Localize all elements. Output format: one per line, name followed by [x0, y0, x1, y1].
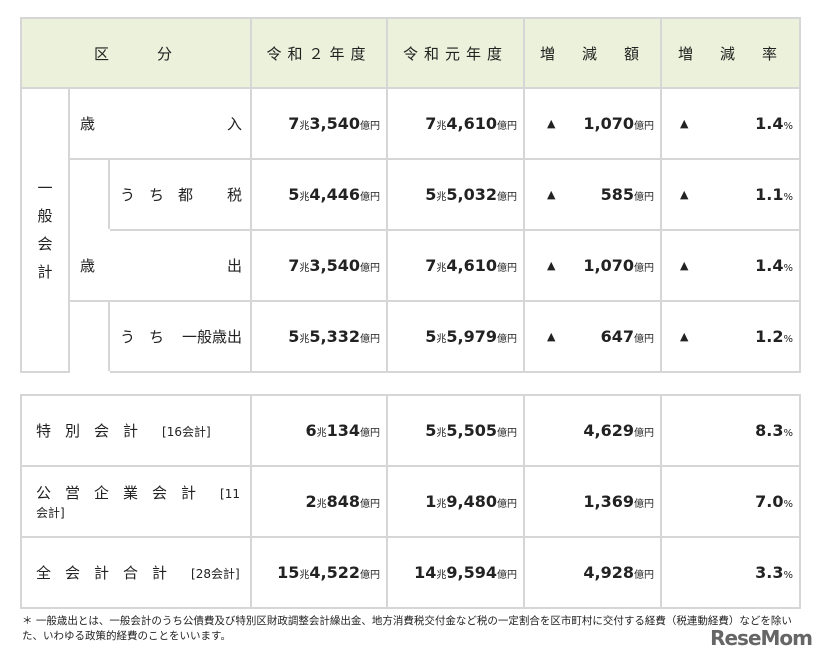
row-label: 歳入 [68, 87, 252, 159]
amount-cell: 15兆4,522億円 [250, 536, 388, 609]
row-label: 全会計合計 [28会計] [20, 536, 252, 609]
general-account-table: 区 分 令和２年度 令和元年度 増 減 額 増 減 率 一般会計歳入 7兆3,54… [20, 17, 801, 373]
header-r1: 令和元年度 [386, 17, 525, 89]
footnote: ＊ 一般歳出とは、一般会計のうち公債費及び特別区財政調整会計繰出金、地方消費税交… [22, 615, 792, 642]
amount-cell: 5兆5,505億円 [386, 394, 525, 467]
watermark-logo: ReseMom [710, 626, 813, 650]
indent-cell [68, 158, 110, 231]
header-r2: 令和２年度 [250, 17, 388, 89]
diff-cell: ▲ 585億円 [523, 158, 662, 231]
amount-cell: 14兆9,594億円 [386, 536, 525, 609]
triangle-icon: ▲ [547, 117, 556, 130]
rate-cell: 7.0% [660, 465, 801, 538]
header-row: 区 分 令和２年度 令和元年度 増 減 額 増 減 率 [20, 17, 801, 89]
header-category: 区 分 [20, 17, 252, 89]
rate-cell: 8.3% [660, 394, 801, 467]
triangle-icon: ▲ [680, 188, 689, 201]
rate-cell: ▲ 1.4% [660, 229, 801, 302]
amount-cell: 5兆4,446億円 [250, 158, 388, 231]
row-label: うち都税 [108, 158, 252, 231]
triangle-icon: ▲ [680, 117, 689, 130]
amount-cell: 5兆5,332億円 [250, 300, 388, 373]
indent-cell [68, 300, 110, 373]
table-row: 一般会計歳入 7兆3,540億円 7兆4,610億円 ▲ 1,070億円 ▲ 1.4% [20, 87, 801, 373]
row-label: 歳出 [68, 229, 252, 301]
triangle-icon: ▲ [547, 259, 556, 272]
rate-cell: ▲ 1.1% [660, 158, 801, 231]
amount-cell: 2兆848億円 [250, 465, 388, 538]
header-diff: 増 減 額 [523, 17, 662, 89]
triangle-icon: ▲ [547, 330, 556, 343]
amount-cell: 7兆4,610億円 [386, 87, 525, 160]
table-row: 特別会計 [16会計] 6兆134億円 5兆5,505億円 4,629億円 8.3% [20, 394, 801, 467]
table-row: 公営企業会計 [11会計] 2兆848億円 1兆9,480億円 1,369億円 7.0% [20, 465, 801, 538]
amount-cell: 6兆134億円 [250, 394, 388, 467]
table-row: 歳出 7兆3,540億円 7兆4,610億円 ▲ 1,070億円 ▲ 1.4% [21, 229, 801, 302]
amount-cell: 5兆5,979億円 [386, 300, 525, 373]
diff-cell: 4,928億円 [523, 536, 662, 609]
table-row: 全会計合計 [28会計] 15兆4,522億円 14兆9,594億円 4,928億円 3.… [20, 536, 801, 609]
table-row: うち都税 5兆4,446億円 5兆5,032億円 ▲ 585億円 ▲ 1.1% [21, 158, 801, 231]
diff-cell: ▲ 1,070億円 [523, 229, 662, 302]
triangle-icon: ▲ [547, 188, 556, 201]
triangle-icon: ▲ [680, 330, 689, 343]
amount-cell: 7兆3,540億円 [250, 87, 388, 160]
amount-cell: 1兆9,480億円 [386, 465, 525, 538]
row-label: 特別会計 [16会計] [20, 394, 252, 467]
rate-cell: ▲ 1.2% [660, 300, 801, 373]
table-row: うち 一般歳出 5兆5,332億円 5兆5,979億円 ▲ 647億円 ▲ 1.2% [21, 300, 801, 373]
row-label: うち 一般歳出 [108, 300, 252, 373]
rate-cell: ▲ 1.4% [660, 87, 801, 160]
diff-cell: 4,629億円 [523, 394, 662, 467]
amount-cell: 5兆5,032億円 [386, 158, 525, 231]
other-accounts-table: 特別会計 [16会計] 6兆134億円 5兆5,505億円 4,629億円 8.3% 公営企… [20, 394, 801, 609]
general-account-label: 一般会計 [20, 87, 70, 373]
diff-cell: 1,369億円 [523, 465, 662, 538]
amount-cell: 7兆3,540億円 [250, 229, 388, 302]
header-rate: 増 減 率 [660, 17, 801, 89]
row-label: 公営企業会計 [11会計] [20, 465, 252, 538]
diff-cell: ▲ 1,070億円 [523, 87, 662, 160]
rate-cell: 3.3% [660, 536, 801, 609]
amount-cell: 7兆4,610億円 [386, 229, 525, 302]
diff-cell: ▲ 647億円 [523, 300, 662, 373]
triangle-icon: ▲ [680, 259, 689, 272]
